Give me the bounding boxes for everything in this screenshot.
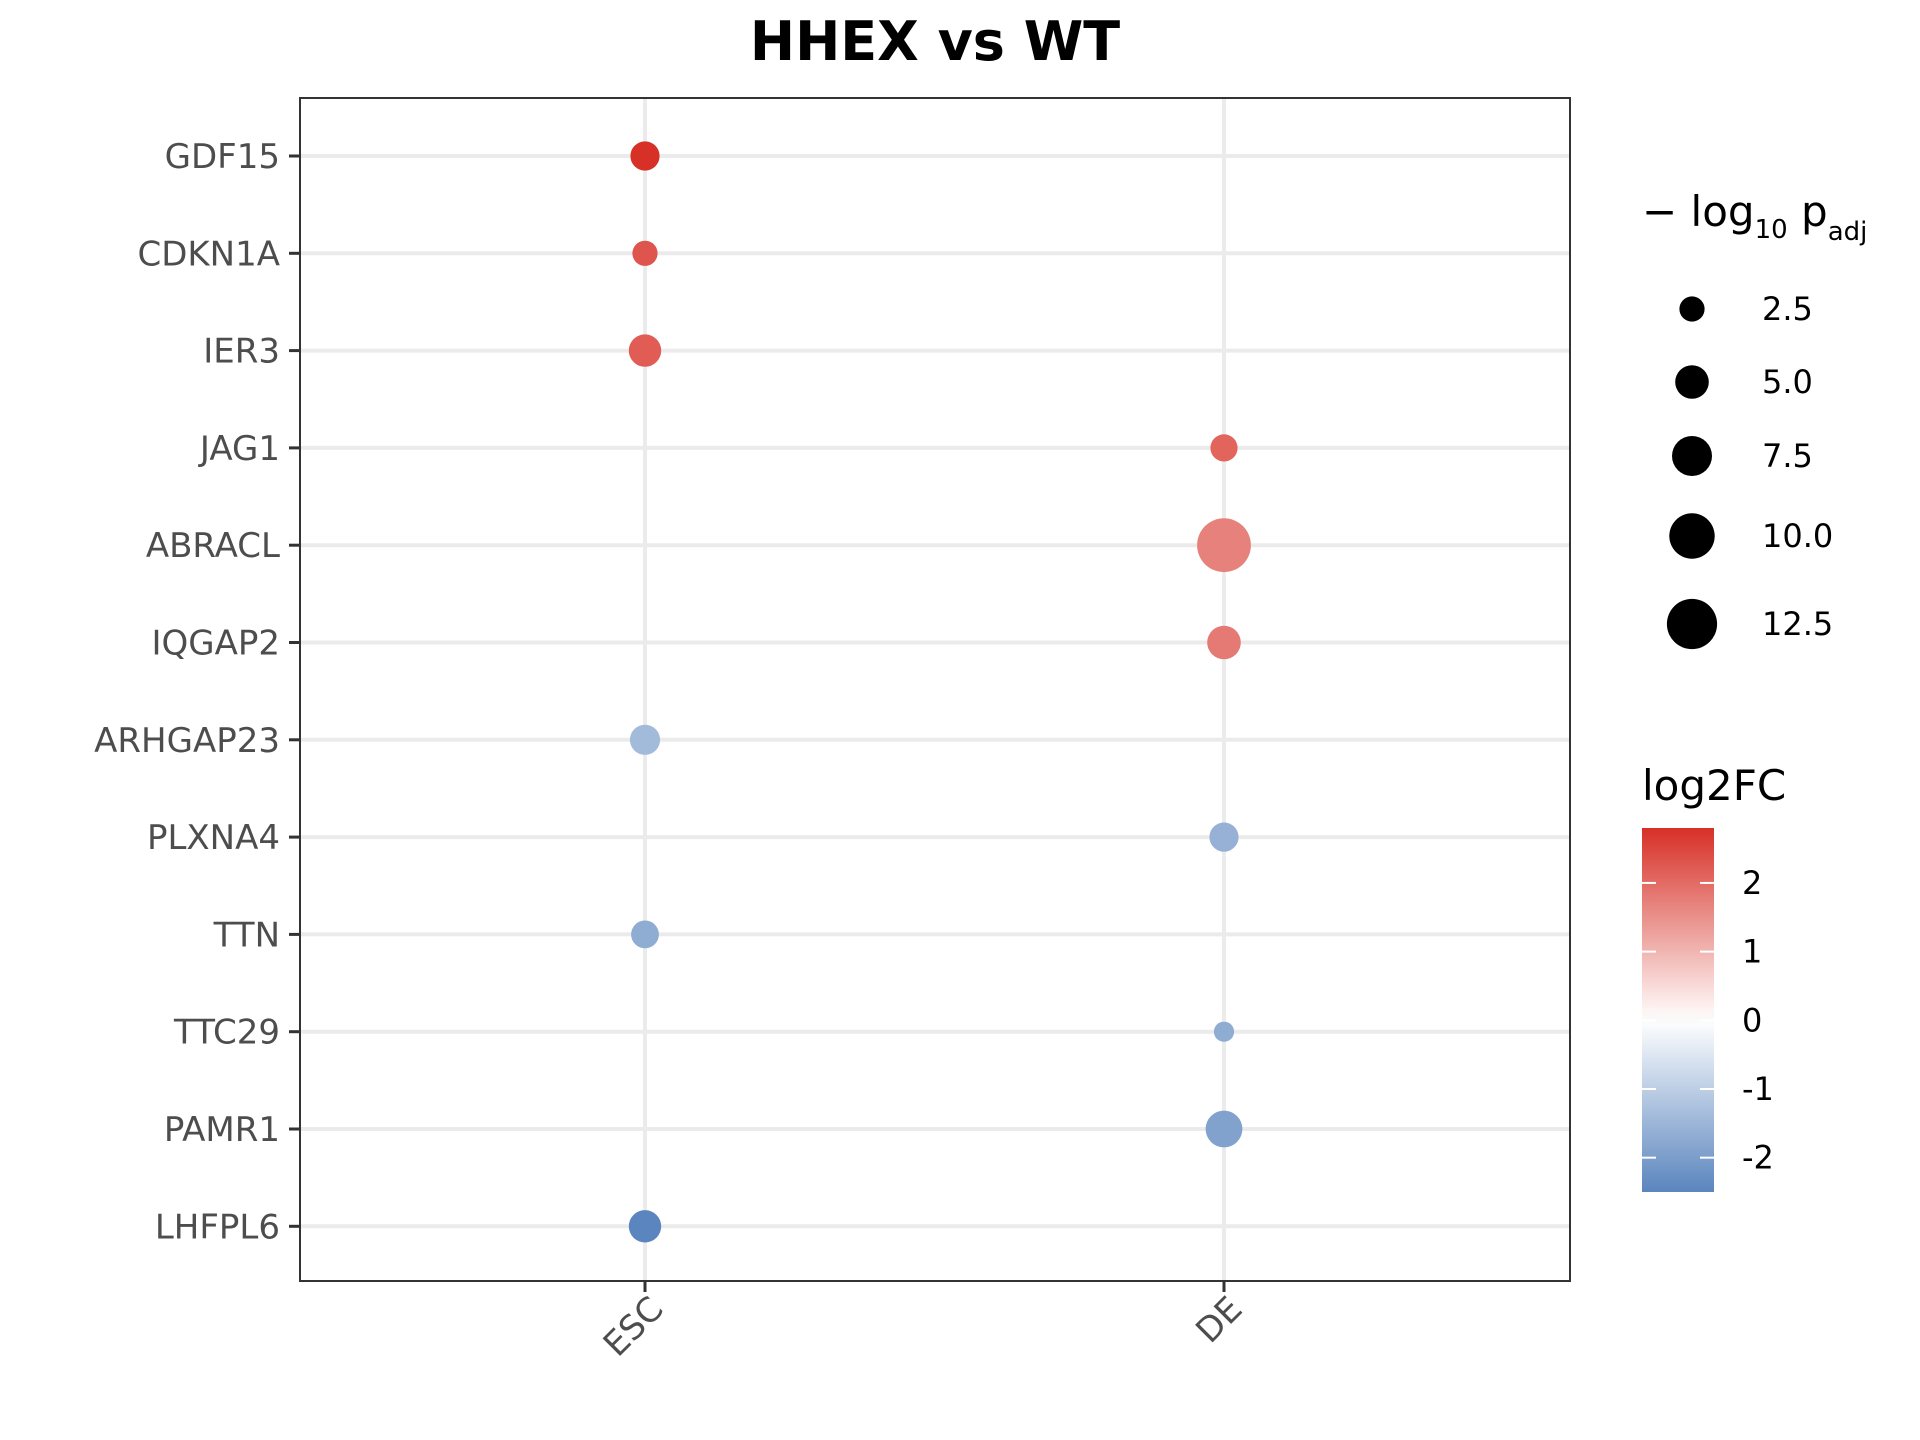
size-legend-label: 5.0 bbox=[1762, 363, 1813, 401]
data-point-plxna4-de bbox=[1209, 822, 1239, 852]
size-legend-title-base: 10 bbox=[1755, 215, 1788, 245]
y-tick-label: ARHGAP23 bbox=[94, 721, 280, 761]
data-point-abracl-de bbox=[1197, 518, 1251, 573]
x-axis: ESC DE bbox=[596, 1281, 1250, 1365]
points-layer bbox=[628, 141, 1251, 1243]
color-legend-label: 0 bbox=[1742, 1001, 1762, 1039]
data-point-pamr1-de bbox=[1205, 1110, 1243, 1148]
data-point-ier3-esc bbox=[628, 334, 662, 367]
y-tick-label: GDF15 bbox=[165, 137, 280, 177]
x-tick-label: ESC bbox=[596, 1289, 672, 1365]
y-tick-label: LHFPL6 bbox=[155, 1207, 280, 1247]
size-legend-title-var: p bbox=[1788, 187, 1828, 236]
chart-title: HHEX vs WT bbox=[750, 10, 1120, 73]
size-legend-key bbox=[1675, 365, 1709, 399]
y-tick-label: PLXNA4 bbox=[147, 818, 280, 858]
y-tick-label: TTN bbox=[213, 915, 280, 955]
data-point-ttn-esc bbox=[631, 920, 659, 949]
color-legend-bar bbox=[1642, 828, 1714, 1192]
color-legend: log2FC 2 1 0 -1 -2 bbox=[1642, 761, 1786, 1192]
size-legend-label: 7.5 bbox=[1762, 437, 1813, 475]
data-point-cdkn1a-esc bbox=[632, 240, 658, 266]
data-point-gdf15-esc bbox=[630, 141, 660, 171]
y-tick-label: IQGAP2 bbox=[151, 624, 280, 664]
size-legend-key bbox=[1672, 436, 1712, 476]
color-legend-title: log2FC bbox=[1642, 761, 1786, 810]
y-tick-label: TTC29 bbox=[173, 1013, 280, 1053]
size-legend-key bbox=[1666, 598, 1718, 650]
x-tick-label: DE bbox=[1188, 1289, 1250, 1351]
size-legend-label: 10.0 bbox=[1762, 517, 1833, 555]
y-axis: GDF15 CDKN1A IER3 JAG1 ABRACL IQGAP2 ARHGAP23 P… bbox=[94, 137, 300, 1247]
color-legend-label: 2 bbox=[1742, 864, 1762, 902]
size-legend-key bbox=[1669, 513, 1715, 559]
y-tick-label: JAG1 bbox=[198, 429, 280, 469]
data-point-ttc29-de bbox=[1213, 1021, 1235, 1042]
data-point-lhfpl6-esc bbox=[628, 1210, 662, 1243]
size-legend-items: 2.5 5.0 7.5 10.0 12.5 bbox=[1666, 290, 1833, 650]
y-tick-label: ABRACL bbox=[146, 526, 280, 566]
size-legend-label: 12.5 bbox=[1762, 605, 1833, 643]
size-legend-title: − log10 padj bbox=[1642, 187, 1867, 247]
color-legend-label: -2 bbox=[1742, 1139, 1774, 1177]
y-tick-label: PAMR1 bbox=[164, 1110, 280, 1150]
grid-layer bbox=[300, 98, 1570, 1281]
color-legend-ticks: 2 1 0 -1 -2 bbox=[1642, 864, 1774, 1177]
data-point-jag1-de bbox=[1210, 434, 1238, 462]
data-point-iqgap2-de bbox=[1207, 625, 1241, 660]
data-point-arhgap23-esc bbox=[629, 724, 661, 755]
y-tick-label: CDKN1A bbox=[137, 234, 280, 274]
panel-border bbox=[299, 97, 1571, 1282]
size-legend-label: 2.5 bbox=[1762, 290, 1813, 328]
size-legend-title-prefix: − log bbox=[1642, 187, 1755, 236]
color-legend-label: -1 bbox=[1742, 1070, 1774, 1108]
size-legend-key bbox=[1679, 296, 1705, 322]
y-tick-label: IER3 bbox=[203, 332, 280, 372]
size-legend: − log10 padj 2.5 5.0 7.5 10.0 12.5 bbox=[1642, 187, 1867, 650]
size-legend-title-sub: adj bbox=[1828, 217, 1868, 247]
color-legend-label: 1 bbox=[1742, 933, 1762, 971]
